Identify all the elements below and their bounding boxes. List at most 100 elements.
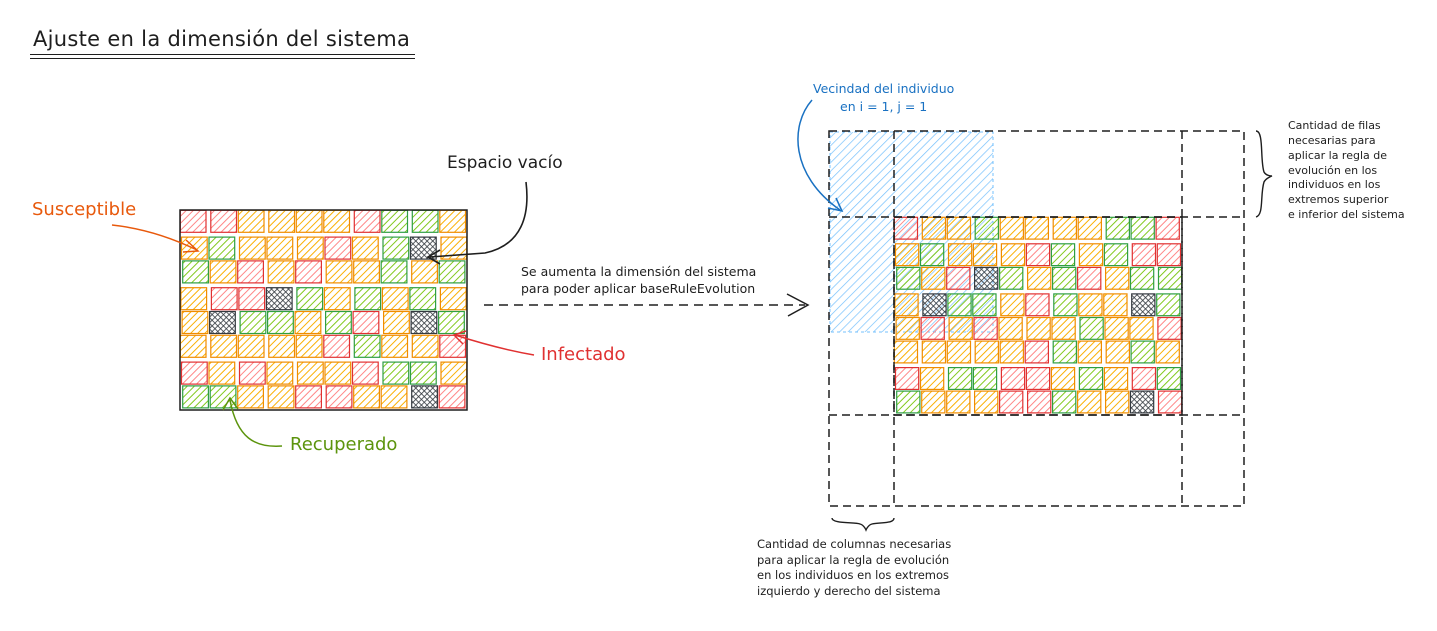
cell-susceptible: [267, 385, 295, 409]
label-empty-space: Espacio vacío: [447, 153, 563, 173]
cell-susceptible: [974, 340, 1000, 364]
cell-infected: [973, 316, 998, 340]
cell-susceptible: [894, 293, 919, 317]
cell-recovered: [1052, 340, 1077, 364]
cell-susceptible: [1050, 367, 1076, 391]
cell-susceptible: [210, 334, 238, 358]
cell-recovered: [1105, 216, 1130, 240]
cell-susceptible: [947, 243, 973, 267]
cell-infected: [439, 334, 467, 358]
cell-susceptible: [946, 216, 972, 240]
cell-recovered: [411, 209, 439, 233]
label-rows-note: Cantidad de filas necesarias para aplica…: [1288, 119, 1405, 223]
cell-recovered: [1156, 293, 1181, 317]
cell-susceptible: [381, 334, 409, 358]
cell-recovered: [972, 367, 998, 391]
cell-susceptible: [268, 334, 296, 358]
expanded-boundaries: [828, 130, 1245, 507]
cell-susceptible: [921, 266, 946, 290]
left-grid-border: [179, 209, 468, 411]
cell-recovered: [267, 310, 294, 335]
cell-susceptible: [180, 287, 208, 311]
cell-susceptible: [266, 236, 294, 260]
cell-recovered: [438, 310, 465, 335]
cell-susceptible: [237, 209, 265, 233]
cell-infected: [323, 334, 351, 358]
cell-infected: [1076, 266, 1102, 290]
label-infected: Infectado: [541, 344, 626, 365]
cell-susceptible: [323, 287, 351, 311]
label-recovered: Recuperado: [290, 434, 398, 455]
title-underline: [30, 54, 415, 55]
cell-susceptible: [237, 385, 264, 409]
cell-infected: [1025, 293, 1050, 317]
cell-recovered: [382, 361, 410, 385]
rows-note-line-7: e inferior del sistema: [1288, 208, 1405, 222]
cell-susceptible: [1000, 293, 1025, 317]
cols-note-line-2: para aplicar la regla de evolución: [757, 552, 950, 567]
cell-infected: [210, 287, 238, 311]
cell-susceptible: [1024, 216, 1049, 240]
cell-recovered: [972, 293, 997, 317]
columns-brace: [831, 517, 895, 532]
cell-susceptible: [351, 236, 379, 260]
cell-infected: [237, 260, 264, 284]
cell-empty: [973, 266, 999, 290]
cell-susceptible: [267, 260, 295, 284]
rows-note-line-4: evolución en los: [1288, 163, 1378, 177]
cell-recovered: [182, 385, 209, 409]
cell-recovered: [919, 243, 945, 267]
cell-susceptible: [1078, 243, 1104, 267]
cell-recovered: [354, 287, 382, 311]
label-susceptible: Susceptible: [32, 199, 137, 220]
cell-infected: [1157, 316, 1182, 340]
cell-susceptible: [295, 209, 323, 233]
cell-susceptible: [1104, 390, 1130, 414]
cell-recovered: [1156, 367, 1182, 391]
cell-infected: [295, 260, 323, 284]
cell-susceptible: [1077, 340, 1102, 364]
cell-susceptible: [1052, 216, 1077, 240]
cell-recovered: [1103, 243, 1129, 267]
cell-susceptible: [1051, 316, 1076, 340]
cell-recovered: [1130, 340, 1155, 364]
label-neighborhood: Vecindad del individuo en i = 1, j = 1: [813, 80, 954, 116]
label-neighborhood-line-2: en i = 1, j = 1: [840, 99, 928, 115]
cell-infected: [946, 266, 971, 290]
cols-note-line-3: en los individuos en los extremos: [757, 568, 950, 583]
cell-susceptible: [894, 243, 920, 267]
cell-recovered: [947, 293, 972, 317]
cell-susceptible: [998, 316, 1023, 340]
cell-recovered: [1050, 243, 1076, 267]
cell-infected: [1155, 216, 1180, 240]
cell-susceptible: [179, 334, 207, 358]
cell-recovered: [380, 260, 408, 284]
cell-infected: [295, 385, 323, 409]
cell-infected: [325, 385, 353, 409]
cell-susceptible: [208, 361, 236, 385]
cell-recovered: [409, 361, 437, 385]
cell-infected: [353, 209, 381, 233]
rows-brace: [1255, 130, 1273, 218]
cell-infected: [1131, 367, 1157, 391]
label-expand-line-2: para poder aplicar baseRuleEvolution: [521, 280, 756, 296]
susceptible-arrow: [111, 224, 200, 253]
cell-susceptible: [999, 340, 1025, 364]
cell-empty: [209, 310, 236, 335]
label-columns-note: Cantidad de columnas necesarias para apl…: [757, 537, 951, 599]
cell-susceptible: [1076, 390, 1102, 414]
cell-susceptible: [921, 390, 946, 414]
label-neighborhood-line-1: Vecindad del individuo: [813, 81, 955, 96]
cell-empty: [410, 310, 438, 335]
cell-infected: [210, 209, 238, 233]
cell-recovered: [239, 310, 267, 335]
cell-susceptible: [1103, 367, 1129, 391]
infected-arrow: [452, 330, 535, 356]
cell-susceptible: [237, 334, 265, 358]
cell-susceptible: [439, 209, 467, 233]
cell-susceptible: [238, 236, 266, 260]
cell-infected: [1157, 390, 1183, 414]
cell-susceptible: [439, 287, 467, 311]
cell-infected: [352, 310, 380, 335]
